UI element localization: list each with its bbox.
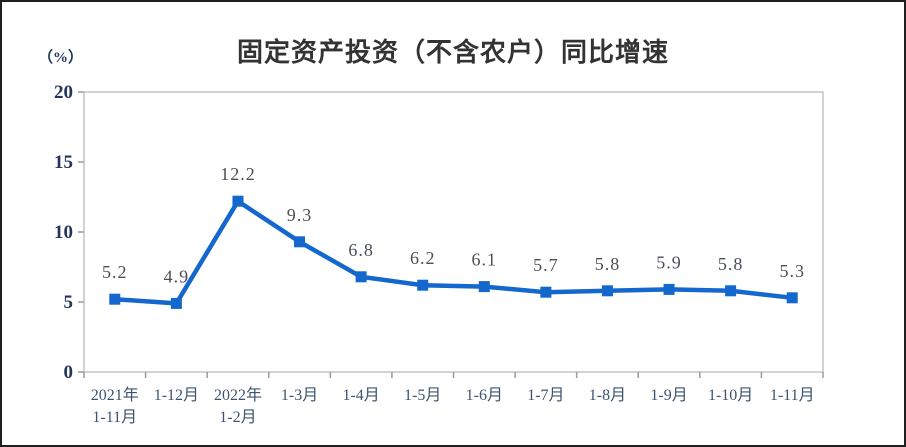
- x-tick-label: 1-5月: [404, 387, 441, 404]
- data-label: 5.7: [533, 255, 559, 275]
- data-label: 6.8: [348, 240, 374, 260]
- data-label: 5.9: [656, 252, 682, 272]
- x-tick-label: 1-6月: [466, 387, 503, 404]
- x-tick-label: 1-10月: [708, 387, 753, 404]
- x-tick-label: 1-9月: [650, 387, 687, 404]
- data-label: 5.8: [595, 254, 621, 274]
- y-tick-label: 10: [54, 222, 73, 243]
- data-label: 5.2: [102, 262, 128, 282]
- data-point-marker: [540, 286, 552, 298]
- data-point-marker: [232, 195, 244, 207]
- data-label: 6.2: [410, 248, 436, 268]
- data-point-marker: [725, 285, 737, 297]
- data-label: 4.9: [164, 266, 190, 286]
- x-tick-label: 1-7月: [527, 387, 564, 404]
- data-label: 5.8: [718, 254, 744, 274]
- data-point-marker: [663, 283, 675, 295]
- data-point-marker: [109, 293, 121, 305]
- x-tick-label: 1-4月: [342, 387, 379, 404]
- x-tick-label: 1-12月: [154, 387, 199, 404]
- plot-border: [83, 91, 824, 373]
- x-tick-label: 1-11月: [92, 409, 137, 426]
- x-tick-label: 2021年: [91, 386, 139, 404]
- data-point-marker: [786, 292, 798, 304]
- x-tick-label: 1-11月: [770, 387, 815, 404]
- y-tick-label: 15: [54, 152, 73, 173]
- data-label: 6.1: [472, 250, 498, 270]
- data-label: 9.3: [287, 205, 313, 225]
- chart-title: 固定资产投资（不含农户）同比增速: [236, 37, 669, 67]
- y-tick-label: 0: [64, 362, 74, 383]
- trend-line: [114, 198, 793, 306]
- data-label: 12.2: [220, 164, 256, 184]
- y-tick-label: 5: [64, 292, 74, 313]
- data-point-marker: [417, 279, 429, 291]
- x-tick-label: 1-2月: [219, 409, 256, 426]
- y-tick-label: 20: [54, 82, 73, 103]
- data-point-marker: [294, 236, 306, 248]
- data-point-marker: [355, 271, 367, 283]
- data-point-marker: [478, 281, 490, 293]
- data-label: 5.3: [779, 261, 805, 281]
- y-axis-unit-label: （%）: [38, 50, 84, 66]
- x-tick-label: 2022年: [214, 386, 262, 404]
- data-point-marker: [170, 297, 182, 309]
- data-point-marker: [601, 285, 613, 297]
- x-tick-label: 1-3月: [281, 387, 318, 404]
- x-tick-label: 1-8月: [589, 387, 626, 404]
